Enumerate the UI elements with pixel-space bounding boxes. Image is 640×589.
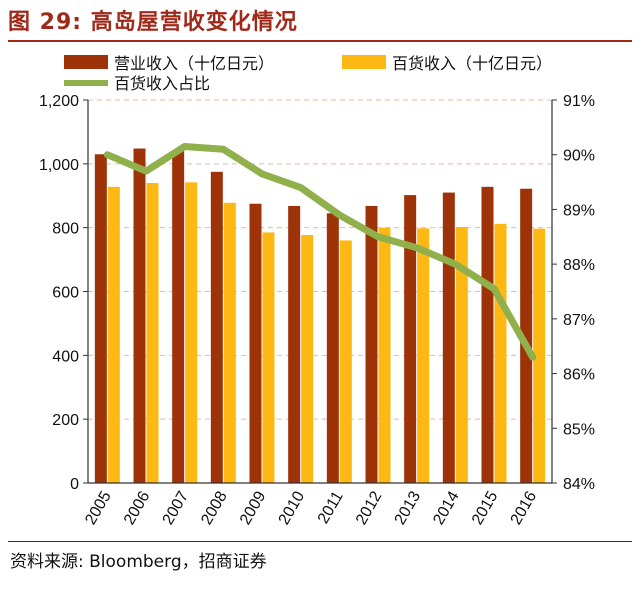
x-tick-label: 2010 [276, 488, 309, 527]
y2-tick-label: 91% [563, 93, 595, 110]
y-tick-label: 1,200 [39, 93, 79, 110]
x-tick-label: 2016 [508, 488, 541, 527]
bar-revenue [520, 188, 533, 483]
bar-department-store [533, 228, 546, 483]
bar-revenue [94, 154, 107, 483]
x-tick-label: 2015 [469, 488, 502, 527]
y2-tick-label: 89% [563, 202, 595, 219]
legend-label-revenue: 营业收入（十亿日元） [114, 55, 274, 73]
bars [94, 148, 546, 484]
bar-department-store [301, 235, 314, 483]
y-tick-label: 400 [52, 348, 79, 365]
x-tick-label: 2009 [237, 488, 270, 527]
bar-revenue [210, 171, 223, 483]
x-tick-label: 2005 [82, 488, 115, 527]
bar-revenue [326, 213, 339, 483]
legend-swatch-department-store [342, 55, 386, 69]
y2-tick-label: 85% [563, 421, 595, 438]
bar-department-store [107, 186, 120, 483]
share-line-path [103, 143, 537, 361]
y2-tick-label: 86% [563, 367, 595, 384]
x-tick-label: 2013 [392, 488, 425, 527]
y2-tick-label: 88% [563, 257, 595, 274]
bar-revenue [481, 186, 494, 483]
y-tick-label: 0 [70, 476, 79, 493]
bar-department-store [455, 227, 468, 483]
bar-department-store [262, 232, 275, 483]
legend-swatch-revenue [64, 55, 108, 69]
legend: 营业收入（十亿日元） 百货收入（十亿日元） 百货收入占比 [64, 55, 552, 93]
x-tick-label: 2011 [315, 488, 347, 526]
bar-revenue [288, 205, 301, 484]
y-tick-label: 800 [52, 221, 79, 238]
legend-label-share: 百货收入占比 [114, 75, 210, 93]
bar-department-store [223, 202, 236, 483]
y-tick-label: 600 [52, 285, 79, 302]
bar-revenue [249, 203, 262, 483]
source-note: 资料来源: Bloomberg，招商证券 [10, 552, 267, 572]
bar-revenue [365, 205, 378, 484]
x-tick-label: 2008 [198, 488, 231, 527]
y2-tick-label: 90% [563, 148, 595, 165]
bar-revenue [442, 192, 455, 483]
bar-revenue [133, 148, 146, 483]
bar-department-store [339, 240, 352, 483]
legend-label-department-store: 百货收入（十亿日元） [392, 55, 552, 73]
bar-revenue [404, 195, 417, 483]
y-tick-label: 1,000 [39, 157, 79, 174]
x-tick-label: 2007 [160, 488, 193, 527]
bar-department-store [146, 182, 159, 483]
y2-tick-label: 84% [563, 476, 595, 493]
x-tick-label: 2014 [430, 488, 463, 527]
footer-rule [8, 541, 632, 542]
bar-line-chart: 营业收入（十亿日元） 百货收入（十亿日元） 百货收入占比 0 200 400 600 800… [39, 55, 595, 528]
bar-department-store [494, 223, 507, 483]
y-tick-label: 200 [52, 412, 79, 429]
bar-revenue [172, 151, 185, 484]
x-tick-label: 2012 [353, 488, 386, 527]
y2-tick-label: 87% [563, 312, 595, 329]
chart-title: 图 29: 高岛屋营收变化情况 [8, 10, 298, 35]
share-line [103, 143, 537, 361]
bar-department-store [185, 182, 198, 483]
bar-department-store [417, 228, 430, 483]
x-tick-label: 2006 [121, 488, 154, 527]
bar-department-store [378, 227, 391, 483]
title-rule [8, 40, 632, 42]
